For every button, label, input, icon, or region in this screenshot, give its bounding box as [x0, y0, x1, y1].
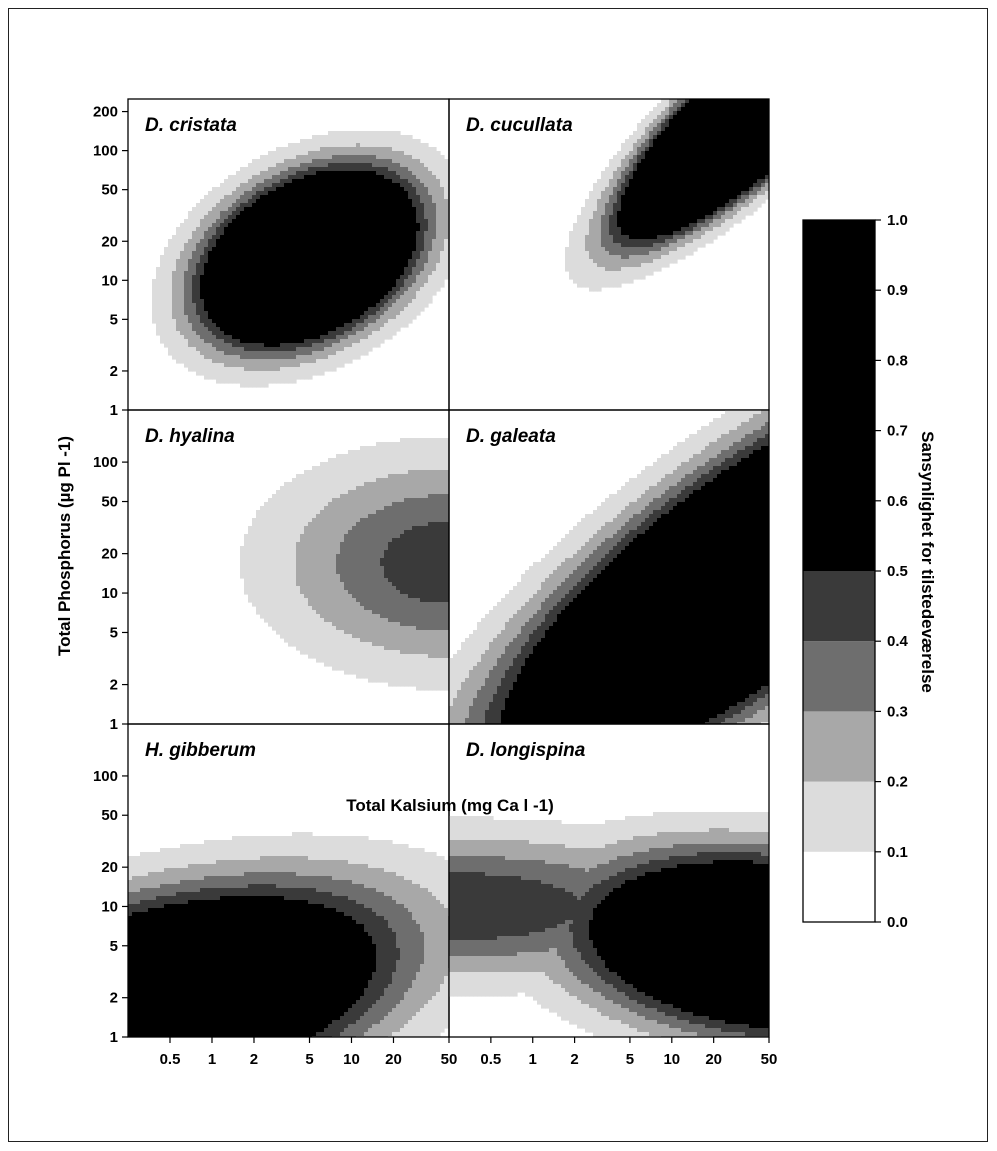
- y-tick-label: 10: [101, 585, 118, 602]
- y-tick-label: 5: [110, 624, 118, 641]
- x-tick-label: 20: [385, 1051, 402, 1068]
- y-tick-label: 20: [101, 546, 118, 563]
- colorbar-tick-label: 0.2: [887, 774, 908, 791]
- x-tick-label: 10: [663, 1051, 680, 1068]
- y-tick-label: 50: [101, 807, 118, 824]
- y-tick-label: 10: [101, 898, 118, 915]
- colorbar-tick-label: 0.1: [887, 844, 908, 861]
- y-tick-label: 50: [101, 182, 118, 199]
- colorbar-tick-label: 0.8: [887, 352, 908, 369]
- colorbar-tick-label: 0.3: [887, 703, 908, 720]
- colorbar-tick-label: 0.4: [887, 633, 909, 650]
- y-tick-label: 100: [93, 768, 118, 785]
- y-axis-title: Total Phosphorus (µg Pl -1): [55, 436, 74, 656]
- panel-title: D. longispina: [466, 740, 586, 761]
- y-tick-label: 2: [110, 363, 118, 380]
- colorbar-band: [803, 220, 875, 571]
- panel-border: [448, 723, 770, 1038]
- colorbar-band: [803, 571, 875, 642]
- figure-frame: [8, 8, 988, 1142]
- y-tick-label: 50: [101, 494, 118, 511]
- x-tick-label: 1: [208, 1051, 216, 1068]
- probability-surface: [449, 812, 769, 1037]
- panel-title: D. hyalina: [145, 426, 235, 447]
- panel-d-cristata: D. cristata: [127, 98, 450, 411]
- x-tick-label: 20: [705, 1051, 722, 1068]
- probability-surface: [240, 438, 449, 691]
- colorbar-band: [803, 711, 875, 782]
- panel-title: D. cristata: [145, 115, 237, 136]
- x-tick-label: 5: [305, 1051, 313, 1068]
- y-tick-label: 10: [101, 272, 118, 289]
- colorbar-tick-label: 0.9: [887, 282, 908, 299]
- y-tick-label: 5: [110, 311, 118, 328]
- colorbar-tick-label: 0.0: [887, 914, 908, 931]
- panel-h-gibberum: H. gibberum: [127, 723, 450, 1038]
- x-axis-title: Total Kalsium (mg Ca l -1): [346, 796, 554, 815]
- x-tick-label: 50: [441, 1051, 458, 1068]
- y-tick-label: 5: [110, 938, 118, 955]
- colorbar-band: [803, 641, 875, 712]
- colorbar-band: [803, 851, 875, 922]
- probability-surface: [565, 99, 769, 292]
- y-tick-label: 1: [110, 402, 118, 419]
- y-tick-label: 20: [101, 859, 118, 876]
- x-tick-label: 2: [250, 1051, 258, 1068]
- colorbar-tick-label: 1.0: [887, 212, 908, 229]
- y-tick-label: 2: [110, 677, 118, 694]
- y-tick-label: 20: [101, 233, 118, 250]
- colorbar-title: Sansynlighet for tilstedeværelse: [918, 431, 937, 693]
- panel-title: D. galeata: [466, 426, 556, 447]
- y-tick-label: 100: [93, 143, 118, 160]
- x-tick-label: 2: [570, 1051, 578, 1068]
- colorbar-tick-label: 0.7: [887, 423, 908, 440]
- x-tick-label: 0.5: [480, 1051, 501, 1068]
- x-tick-label: 5: [626, 1051, 634, 1068]
- colorbar: 0.0 0.1 0.2 0.3 0.4 0.5 0.6 0.7 0.8 0.9 1.0 Sansynl…: [802, 212, 937, 931]
- colorbar-band: [803, 781, 875, 852]
- x-tick-label: 10: [343, 1051, 360, 1068]
- colorbar-tick-label: 0.6: [887, 493, 908, 510]
- x-tick-label: 1: [529, 1051, 537, 1068]
- panel-title: H. gibberum: [145, 740, 256, 761]
- panel-title: D. cucullata: [466, 115, 573, 136]
- x-tick-label: 50: [761, 1051, 778, 1068]
- y-tick-label: 200: [93, 104, 118, 121]
- panel-d-cucullata: D. cucullata: [448, 98, 770, 411]
- y-tick-label: 2: [110, 990, 118, 1007]
- colorbar-tick-label: 0.5: [887, 563, 908, 580]
- probability-surface: [152, 131, 449, 388]
- y-tick-label: 100: [93, 454, 118, 471]
- panel-d-galeata: D. galeata: [448, 409, 770, 725]
- probability-surface: [449, 410, 769, 724]
- panel-d-hyalina: D. hyalina: [127, 409, 450, 725]
- probability-surface: [128, 832, 449, 1037]
- y-tick-label: 1: [110, 1029, 118, 1046]
- x-tick-label: 0.5: [160, 1051, 181, 1068]
- y-tick-label: 1: [110, 716, 118, 733]
- panel-d-longispina: D. longispina: [448, 723, 770, 1038]
